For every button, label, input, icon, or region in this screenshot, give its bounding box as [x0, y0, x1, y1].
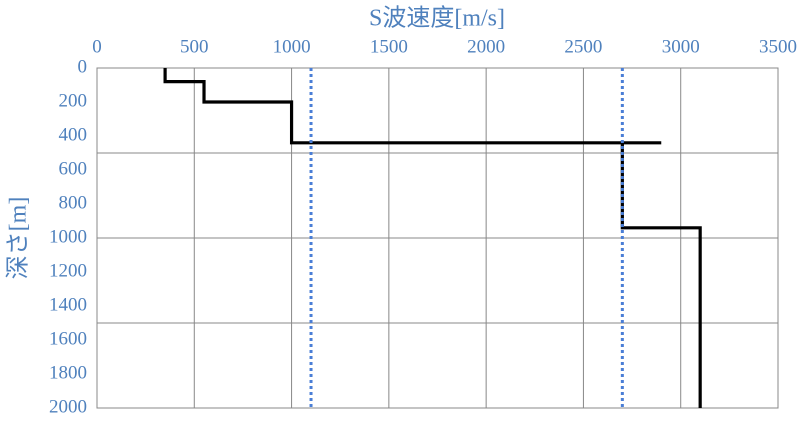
y-tick-label: 800: [59, 192, 88, 213]
y-tick-label: 1200: [49, 260, 87, 281]
y-tick-label: 2000: [49, 396, 87, 417]
x-tick-label: 3500: [759, 36, 797, 57]
y-tick-label: 400: [59, 124, 88, 145]
x-tick-label: 1000: [273, 36, 311, 57]
y-tick-label: 1000: [49, 226, 87, 247]
x-axis-title: S波速度[m/s]: [369, 5, 505, 32]
series-line: [163, 68, 702, 408]
x-tick-label: 0: [92, 36, 102, 57]
y-tick-label: 200: [59, 90, 88, 111]
y-tick-label: 600: [59, 158, 88, 179]
x-tick-label: 1500: [370, 36, 408, 57]
x-tick-label: 2500: [564, 36, 602, 57]
y-axis-title: 深さ[m]: [5, 197, 32, 280]
x-tick-label: 500: [180, 36, 209, 57]
x-tick-label: 2000: [467, 36, 505, 57]
y-tick-label: 1800: [49, 362, 87, 383]
x-tick-label: 3000: [662, 36, 700, 57]
y-tick-label: 1400: [49, 294, 87, 315]
y-tick-label: 0: [78, 56, 88, 77]
y-tick-label: 1600: [49, 328, 87, 349]
